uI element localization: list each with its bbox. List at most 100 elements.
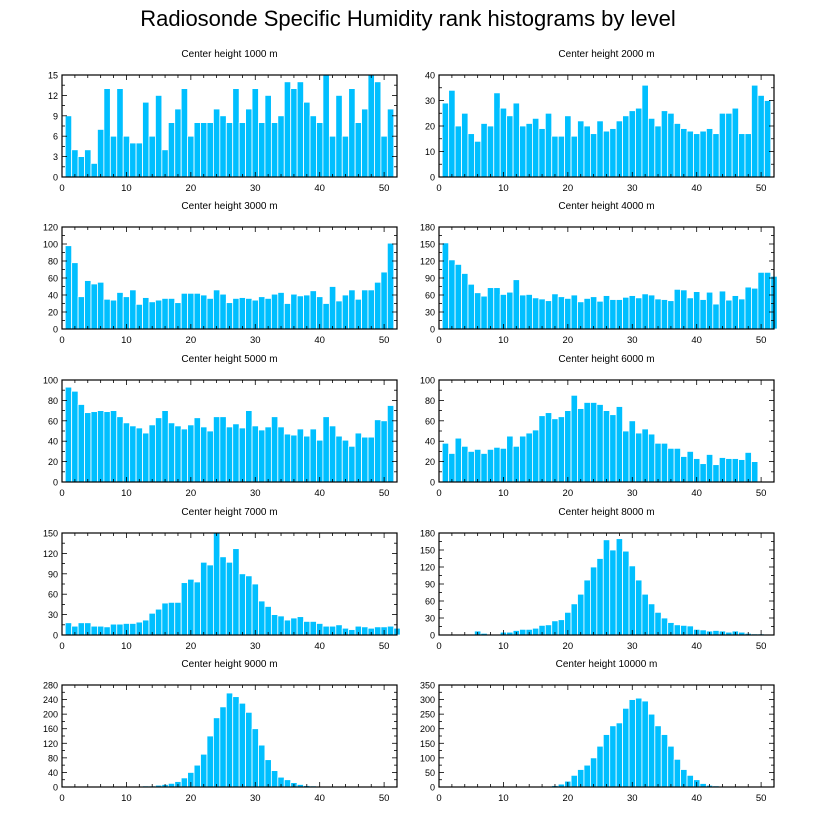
histogram-bar: [303, 294, 311, 330]
histogram-bar: [283, 303, 292, 330]
histogram-bar: [673, 288, 681, 330]
histogram-bar: [341, 294, 350, 330]
x-tick-label: 50: [379, 641, 390, 652]
histogram-bar: [200, 753, 208, 788]
y-tick-label: 240: [43, 695, 58, 705]
y-tick-label: 0: [430, 631, 435, 641]
y-tick-label: 120: [43, 739, 58, 749]
histogram-bar: [519, 294, 527, 330]
histogram-bar: [583, 764, 591, 788]
y-tick-label: 90: [425, 274, 435, 284]
histogram-bar: [155, 95, 163, 178]
histogram-bar: [570, 294, 578, 330]
histogram-bar: [699, 463, 707, 483]
y-tick-label: 12: [48, 91, 58, 101]
x-tick-label: 40: [691, 488, 702, 499]
y-tick-label: 40: [425, 71, 435, 81]
y-tick-label: 60: [425, 291, 435, 301]
y-tick-label: 0: [53, 325, 58, 335]
histogram-bar: [322, 416, 330, 483]
x-tick-label: 40: [314, 183, 325, 194]
histogram-bar: [577, 593, 585, 636]
histogram-bar: [77, 404, 85, 483]
x-tick-label: 0: [59, 641, 64, 652]
histogram-bar: [155, 417, 163, 483]
histogram-bar: [219, 293, 227, 330]
panel-1: Center height 1000 m 0 10 20 30 40 50 0 3 6 9 12 15: [48, 49, 398, 194]
histogram-bar: [116, 416, 124, 483]
histogram-bar: [212, 108, 221, 178]
panel-title: Center height 3000 m: [181, 201, 277, 212]
histogram-bar: [667, 112, 675, 178]
y-tick-label: 90: [425, 580, 435, 590]
histogram-bar: [90, 625, 98, 636]
histogram-bar: [361, 108, 369, 178]
histogram-bar: [448, 453, 456, 483]
histogram-bar: [589, 296, 598, 330]
histogram-bar: [641, 700, 649, 788]
histogram-bar: [738, 133, 746, 178]
histogram-bar: [374, 81, 382, 178]
histogram-bar: [335, 300, 343, 330]
x-tick-label: 20: [186, 335, 197, 346]
y-tick-label: 280: [43, 681, 58, 691]
histogram-bar: [193, 581, 201, 636]
y-tick-label: 0: [53, 783, 58, 793]
histogram-bar: [245, 108, 253, 178]
histogram-bar: [622, 550, 630, 636]
histogram-bar: [744, 133, 752, 178]
histogram-bar: [71, 149, 79, 178]
histogram-bar: [596, 745, 604, 788]
histogram-bar: [467, 450, 475, 483]
histogram-bar: [167, 297, 176, 330]
y-tick-label: 50: [425, 768, 435, 778]
histogram-bar: [660, 110, 669, 178]
histogram-bar: [251, 425, 259, 483]
histogram-bar: [348, 88, 356, 178]
histogram-bar: [270, 770, 279, 788]
histogram-bar: [519, 435, 527, 483]
histogram-bar: [609, 549, 617, 636]
histogram-bar: [361, 289, 369, 330]
histogram-bar: [705, 291, 714, 330]
histogram-bar: [97, 281, 105, 330]
histogram-bar: [232, 696, 240, 788]
histogram-bar: [583, 125, 591, 178]
histogram-bar: [441, 442, 450, 483]
histogram-bar: [212, 416, 221, 483]
histogram-bar: [245, 575, 253, 636]
histogram-bar: [461, 273, 469, 330]
histogram-bar: [628, 420, 636, 483]
histogram-bar: [454, 437, 462, 483]
histogram-bar: [270, 293, 279, 330]
x-tick-label: 50: [756, 335, 767, 346]
histogram-bar: [499, 447, 508, 483]
x-tick-label: 20: [186, 183, 197, 194]
histogram-bar: [290, 293, 298, 330]
histogram-bar: [596, 300, 604, 330]
histogram-bar: [486, 448, 495, 483]
histogram-bar: [641, 428, 649, 483]
x-tick-label: 10: [498, 183, 509, 194]
histogram-bar: [532, 117, 540, 178]
histogram-bar: [680, 128, 688, 178]
histogram-bar: [367, 74, 375, 178]
histogram-bar: [602, 539, 611, 636]
histogram-bar: [232, 88, 240, 178]
x-tick-label: 20: [563, 183, 574, 194]
histogram-bar: [103, 411, 111, 483]
histogram-bar: [751, 461, 759, 483]
y-tick-label: 60: [48, 416, 58, 426]
y-tick-label: 30: [425, 96, 435, 106]
histogram-bar: [577, 408, 585, 483]
histogram-bar: [148, 612, 156, 636]
histogram-bar: [309, 115, 317, 178]
x-tick-label: 50: [379, 183, 390, 194]
histogram-bar: [667, 745, 675, 788]
histogram-bar: [193, 292, 201, 330]
histogram-bar: [90, 283, 98, 330]
histogram-bar: [245, 297, 253, 330]
histogram-bar: [609, 414, 617, 483]
histogram-bar: [454, 125, 462, 178]
histogram-bar: [660, 299, 669, 330]
